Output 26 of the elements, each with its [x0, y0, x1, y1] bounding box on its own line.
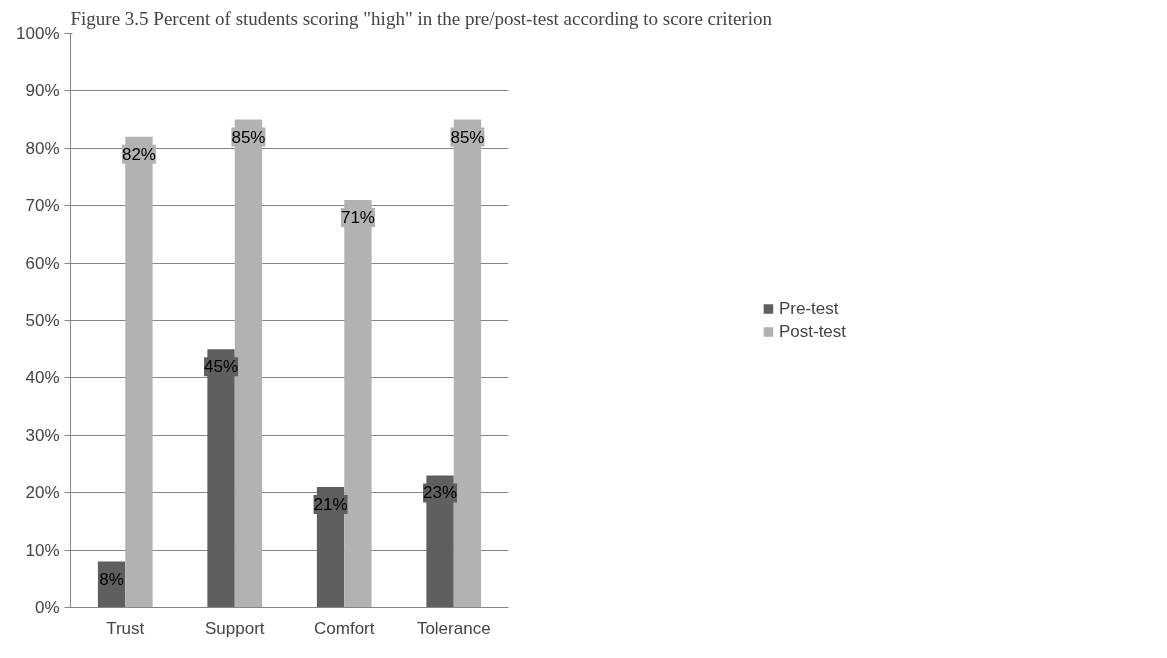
y-tick-label: 100%	[16, 24, 60, 43]
y-tick-label: 20%	[25, 483, 60, 503]
y-tick-label: 60%	[25, 253, 60, 273]
text: 23%	[423, 483, 458, 503]
text: 45%	[204, 357, 239, 377]
y-tick-label: 90%	[25, 81, 60, 101]
text: 8%	[99, 569, 124, 589]
y-tick-label: 50%	[25, 311, 60, 330]
text: 71%	[340, 207, 375, 227]
text: 21%	[313, 494, 348, 514]
legend-label: Pre-test	[778, 298, 839, 319]
x-tick-label: Comfort	[314, 618, 375, 638]
y-tick-label: 0%	[34, 598, 60, 617]
chart-title: Figure 3.5 Percent of students scoring "high" in the pre/post-test according to score criterion	[70, 7, 773, 29]
y-tick-label: 70%	[25, 196, 60, 216]
y-tick-label: 30%	[25, 425, 60, 445]
x-tick-label: Support	[204, 618, 265, 638]
x-tick-label: Trust	[106, 618, 145, 638]
text: 85%	[231, 127, 266, 147]
y-tick-label: 10%	[25, 540, 60, 560]
y-tick-label: 40%	[25, 368, 60, 388]
text: 82%	[121, 144, 156, 164]
x-tick-label: Tolerance	[416, 618, 491, 638]
text: 85%	[450, 127, 485, 147]
y-tick-label: 80%	[25, 138, 60, 158]
legend-label: Post-test	[778, 321, 847, 342]
